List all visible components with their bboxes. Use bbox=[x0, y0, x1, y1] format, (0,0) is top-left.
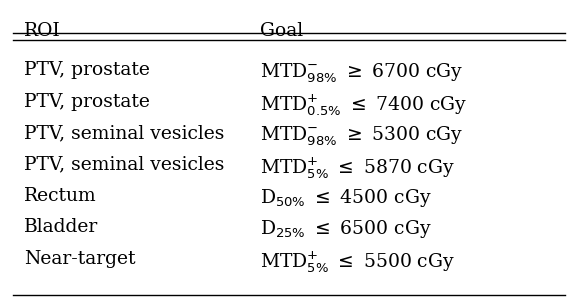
Text: MTD$^{+}_{0.5\%}$ $\leq$ 7400 cGy: MTD$^{+}_{0.5\%}$ $\leq$ 7400 cGy bbox=[260, 93, 468, 118]
Text: PTV, seminal vesicles: PTV, seminal vesicles bbox=[24, 124, 225, 142]
Text: Goal: Goal bbox=[260, 22, 303, 40]
Text: D$_{25\%}$ $\leq$ 6500 cGy: D$_{25\%}$ $\leq$ 6500 cGy bbox=[260, 218, 432, 240]
Text: Rectum: Rectum bbox=[24, 187, 97, 205]
Text: PTV, prostate: PTV, prostate bbox=[24, 93, 150, 111]
Text: MTD$^{+}_{5\%}$ $\leq$ 5870 cGy: MTD$^{+}_{5\%}$ $\leq$ 5870 cGy bbox=[260, 156, 455, 181]
Text: MTD$^{+}_{5\%}$ $\leq$ 5500 cGy: MTD$^{+}_{5\%}$ $\leq$ 5500 cGy bbox=[260, 250, 455, 275]
Text: MTD$^{-}_{98\%}$ $\geq$ 5300 cGy: MTD$^{-}_{98\%}$ $\geq$ 5300 cGy bbox=[260, 124, 464, 148]
Text: Near-target: Near-target bbox=[24, 250, 136, 268]
Text: PTV, prostate: PTV, prostate bbox=[24, 61, 150, 79]
Text: D$_{50\%}$ $\leq$ 4500 cGy: D$_{50\%}$ $\leq$ 4500 cGy bbox=[260, 187, 432, 209]
Text: ROI: ROI bbox=[24, 22, 61, 40]
Text: PTV, seminal vesicles: PTV, seminal vesicles bbox=[24, 156, 225, 173]
Text: MTD$^{-}_{98\%}$ $\geq$ 6700 cGy: MTD$^{-}_{98\%}$ $\geq$ 6700 cGy bbox=[260, 61, 464, 85]
Text: Bladder: Bladder bbox=[24, 218, 99, 236]
